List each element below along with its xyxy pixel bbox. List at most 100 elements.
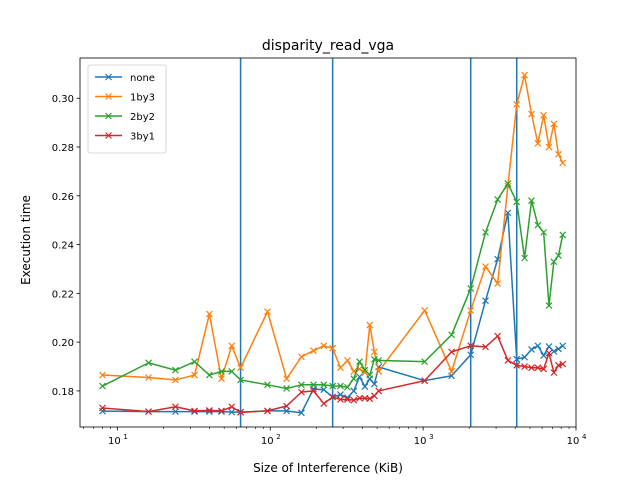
data-point <box>534 364 542 372</box>
data-point <box>310 381 317 389</box>
series-2by2 <box>99 180 567 392</box>
data-point <box>298 388 305 396</box>
data-point <box>320 342 328 350</box>
y-tick-label: 0.28 <box>52 143 74 154</box>
y-tick-label: 0.18 <box>52 387 74 398</box>
data-point <box>218 375 225 383</box>
data-point <box>337 391 344 398</box>
data-point <box>467 306 475 314</box>
data-point <box>559 159 567 167</box>
data-point <box>191 358 198 366</box>
data-point <box>283 385 291 392</box>
data-point <box>99 404 106 412</box>
data-point <box>559 360 567 368</box>
data-point <box>344 396 351 403</box>
data-point <box>283 402 291 410</box>
data-point <box>545 302 553 309</box>
reference-lines <box>239 58 518 427</box>
legend-marker <box>105 112 112 120</box>
data-point <box>482 343 489 351</box>
data-point <box>344 356 351 364</box>
data-point <box>320 386 328 394</box>
data-point <box>298 381 305 389</box>
data-point <box>361 369 369 377</box>
data-point <box>467 342 475 350</box>
data-point <box>145 374 152 381</box>
legend-marker <box>105 93 112 100</box>
data-point <box>172 366 179 374</box>
data-point <box>172 403 179 411</box>
data-point <box>264 407 271 415</box>
data-point <box>366 395 374 403</box>
data-point <box>528 364 535 372</box>
data-point <box>494 196 502 203</box>
data-point <box>559 231 567 239</box>
data-point <box>448 367 456 375</box>
data-point <box>361 383 369 390</box>
x-tick-label: 10 <box>261 436 274 447</box>
axes-frame <box>79 57 577 428</box>
series-group <box>99 71 567 417</box>
data-point <box>534 342 542 350</box>
data-point <box>421 377 429 385</box>
data-point <box>550 347 558 355</box>
legend-item: 2by2 <box>95 112 155 123</box>
legend-item: 1by3 <box>95 93 155 104</box>
data-point <box>467 285 475 292</box>
data-point <box>375 367 383 375</box>
data-point <box>504 356 512 364</box>
data-point <box>513 198 521 206</box>
data-point <box>350 387 358 395</box>
data-point <box>99 371 106 379</box>
data-point <box>205 310 213 318</box>
series-3by1 <box>99 332 567 416</box>
legend-marker <box>105 132 112 139</box>
data-point <box>370 348 378 356</box>
data-point <box>555 361 562 369</box>
data-point <box>513 100 521 108</box>
data-point <box>513 355 521 363</box>
data-point <box>145 408 152 416</box>
data-point <box>521 353 528 361</box>
data-point <box>528 346 535 353</box>
legend-label: 1by3 <box>130 93 155 104</box>
data-point <box>191 407 198 415</box>
data-point <box>482 228 489 236</box>
data-point <box>370 355 378 363</box>
data-point <box>366 371 374 379</box>
y-tick-label: 0.22 <box>52 289 74 300</box>
data-point <box>370 380 378 388</box>
data-point <box>375 387 383 395</box>
chart-title: disparity_read_vga <box>262 38 394 54</box>
data-point <box>172 376 179 384</box>
data-point <box>237 364 245 372</box>
data-point <box>237 376 245 384</box>
data-point <box>298 353 305 361</box>
data-point <box>218 407 225 415</box>
data-point <box>540 352 548 359</box>
data-point <box>421 306 429 314</box>
data-point <box>298 409 305 417</box>
data-point <box>550 120 558 128</box>
data-point <box>205 371 213 379</box>
data-point <box>264 308 271 316</box>
data-point <box>205 406 213 414</box>
x-tick-exponent: 3 <box>429 433 433 441</box>
x-tick-exponent: 4 <box>582 433 587 441</box>
legend-item: 3by1 <box>95 132 155 143</box>
data-point <box>228 403 236 411</box>
x-tick-label: 10 <box>567 436 580 447</box>
data-point <box>550 369 558 377</box>
data-point <box>448 348 456 356</box>
data-point <box>448 331 456 339</box>
data-point <box>494 332 502 340</box>
data-point <box>283 375 291 383</box>
legend-marker <box>105 73 112 81</box>
data-point <box>99 382 106 390</box>
data-point <box>521 71 528 79</box>
data-point <box>545 349 553 357</box>
y-tick-label: 0.20 <box>52 338 74 349</box>
data-point <box>329 382 337 390</box>
data-point <box>521 363 528 370</box>
